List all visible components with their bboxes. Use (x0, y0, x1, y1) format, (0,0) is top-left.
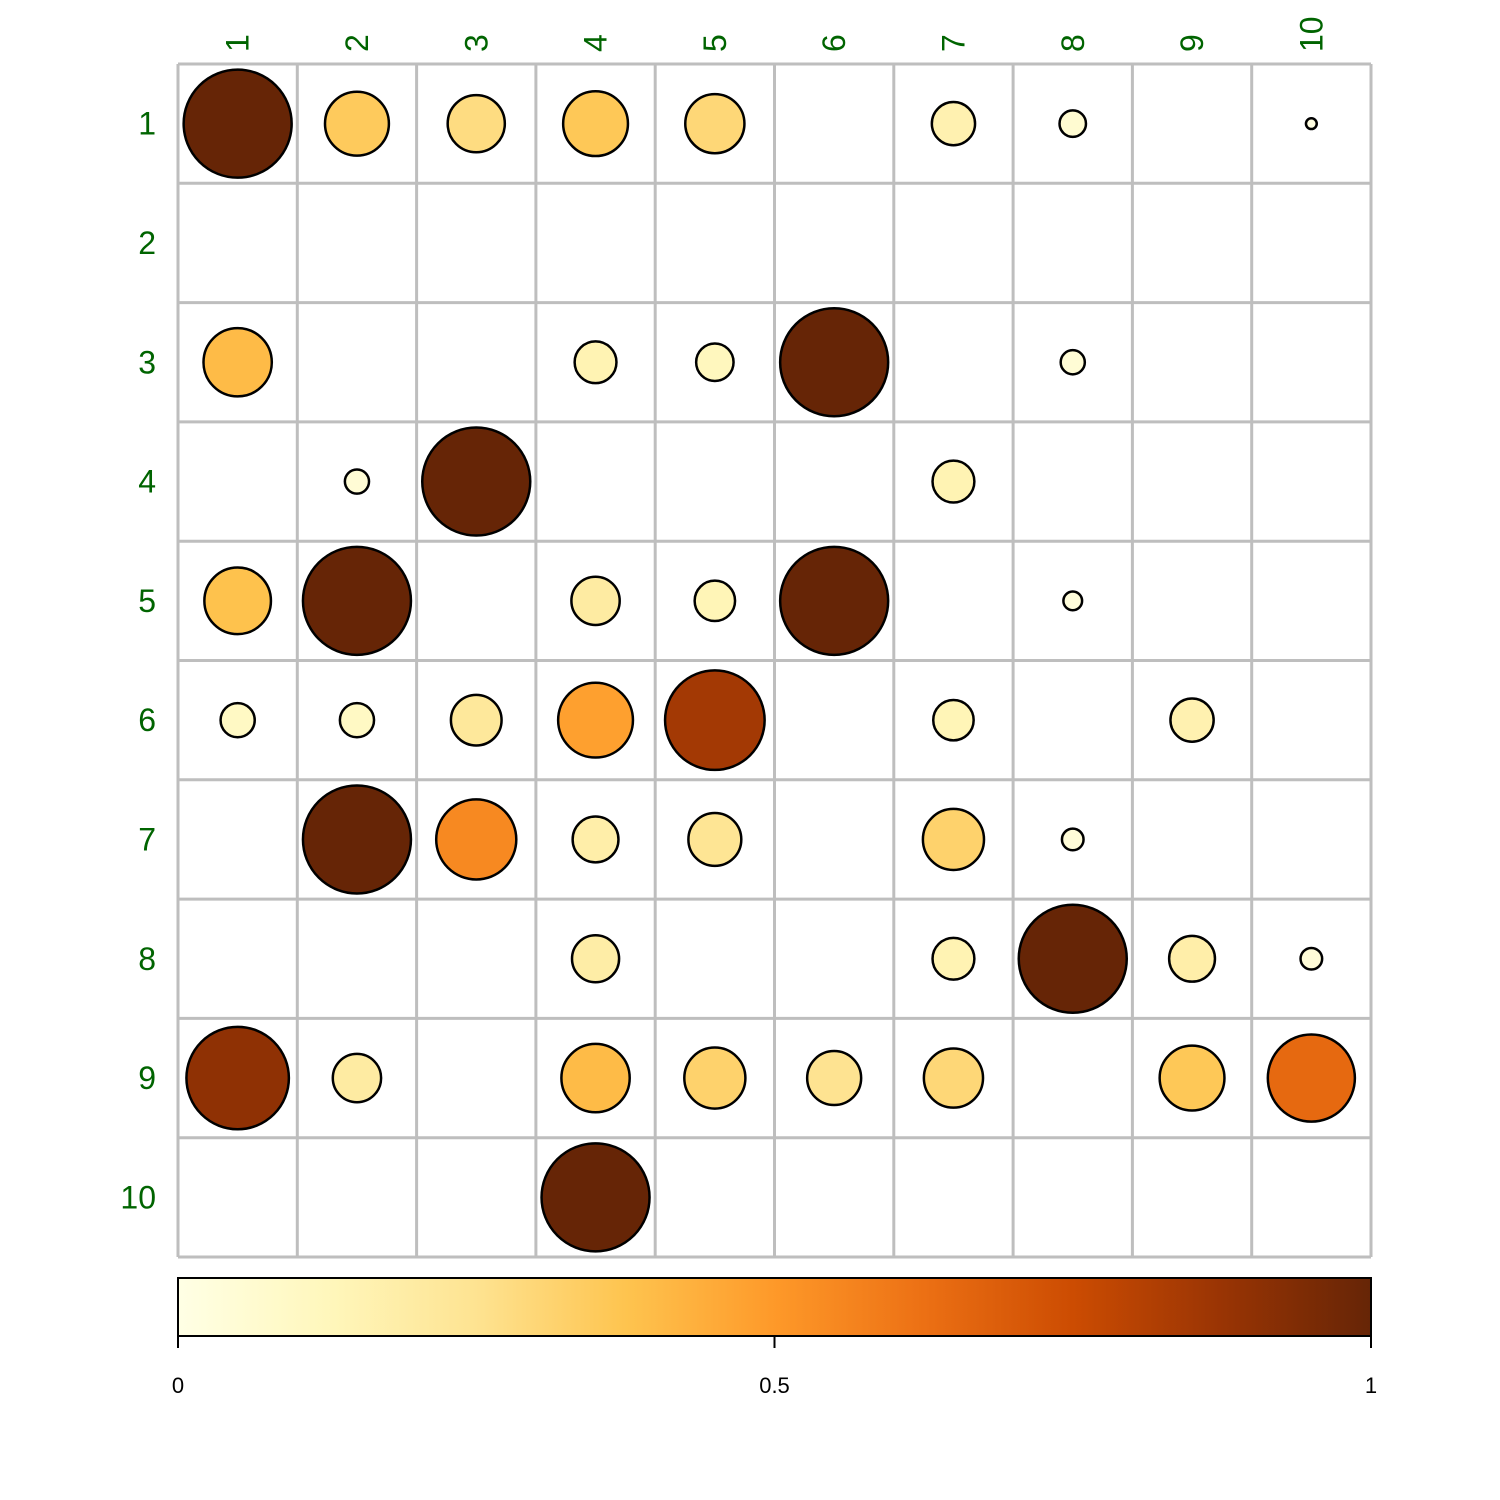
corr-circle-r8-c9 (1167, 934, 1217, 983)
corr-circle-r5-c2 (301, 545, 413, 657)
corr-circle-r1-c5 (684, 92, 746, 155)
corr-circle-r7-c5 (687, 811, 743, 868)
column-label: 2 (339, 34, 375, 52)
corr-circle-r3-c1 (202, 326, 274, 398)
corr-circle-r7-c3 (434, 798, 518, 881)
column-label: 7 (935, 34, 971, 52)
corr-circle-r8-c10 (1299, 946, 1324, 971)
column-label: 5 (697, 34, 733, 52)
corr-circle-r8-c8 (1017, 903, 1128, 1014)
column-label: 8 (1055, 34, 1091, 52)
circle-marks (182, 68, 1357, 1253)
corr-circle-r3-c4 (573, 340, 618, 385)
corr-circle-r6-c2 (338, 701, 376, 739)
row-label: 1 (138, 106, 156, 142)
corr-circle-r1-c10 (1304, 117, 1318, 131)
corr-circle-r3-c5 (694, 342, 735, 383)
row-label: 6 (138, 702, 156, 738)
colorbar-tick-label: 1 (1365, 1373, 1377, 1398)
corr-circle-r6-c3 (449, 693, 503, 747)
corr-circle-r1-c3 (446, 93, 507, 154)
corr-circle-r5-c8 (1062, 590, 1084, 612)
corr-circle-r10-c4 (540, 1142, 651, 1253)
corr-circle-r5-c4 (570, 575, 621, 627)
corr-circle-r9-c2 (331, 1052, 383, 1104)
row-label: 5 (138, 583, 156, 619)
row-label: 7 (138, 821, 156, 857)
corr-circle-r8-c7 (931, 936, 976, 981)
corr-circle-r3-c6 (778, 307, 890, 418)
row-labels: 1 2 3 4 5 6 7 8 9 10 (120, 106, 156, 1216)
column-label: 4 (578, 34, 614, 52)
corr-circle-r6-c4 (556, 681, 635, 759)
corr-circle-r7-c2 (301, 784, 413, 895)
row-label: 8 (138, 941, 156, 977)
corr-circle-r5-c5 (693, 579, 737, 623)
corr-circle-r6-c5 (663, 669, 766, 772)
corr-circle-r9-c4 (560, 1042, 631, 1114)
corr-circle-r8-c4 (570, 933, 621, 984)
corr-circle-r6-c7 (931, 698, 975, 742)
corr-circle-r9-c6 (805, 1049, 863, 1107)
colorbar-gradient (177, 1277, 1372, 1337)
row-label: 9 (138, 1060, 156, 1096)
corr-circle-r6-c9 (1169, 697, 1215, 744)
corr-circle-r7-c8 (1060, 827, 1085, 852)
corr-circle-r1-c7 (930, 100, 977, 147)
corr-circle-r4-c2 (343, 468, 371, 495)
corr-circle-r7-c4 (571, 815, 620, 864)
corr-circle-r9-c10 (1266, 1033, 1357, 1123)
corr-circle-r3-c8 (1059, 348, 1087, 376)
column-label: 1 (220, 34, 256, 52)
corr-circle-r1-c2 (323, 90, 391, 157)
colorbar-tick-label: 0 (172, 1373, 184, 1398)
row-label: 4 (138, 464, 156, 500)
corr-circle-r5-c6 (778, 545, 890, 657)
row-label: 2 (138, 225, 156, 261)
corr-circle-r5-c1 (203, 566, 273, 636)
corr-circle-r9-c7 (922, 1047, 985, 1109)
column-labels: 1 2 3 4 5 6 7 8 9 10 (220, 16, 1330, 52)
corr-circle-r1-c1 (182, 68, 293, 179)
corr-circle-r4-c3 (421, 426, 532, 537)
corr-circle-r6-c1 (219, 701, 256, 739)
grid (176, 62, 1373, 1259)
corr-circle-r1-c8 (1058, 109, 1088, 139)
corr-circle-r1-c4 (561, 90, 630, 158)
column-label: 9 (1174, 34, 1210, 52)
colorbar: 0 0.5 1 (172, 1277, 1377, 1398)
corr-circle-r7-c7 (921, 807, 986, 872)
column-label: 6 (816, 34, 852, 52)
corr-circle-r9-c5 (683, 1046, 747, 1110)
row-label: 10 (120, 1179, 156, 1215)
row-label: 3 (138, 344, 156, 380)
corr-circle-r4-c7 (931, 459, 976, 504)
colorbar-tick-label: 0.5 (759, 1373, 790, 1398)
column-label: 10 (1293, 16, 1329, 52)
corr-circle-r9-c1 (185, 1025, 291, 1131)
corr-circle-r9-c9 (1158, 1044, 1226, 1112)
column-label: 3 (458, 34, 494, 52)
